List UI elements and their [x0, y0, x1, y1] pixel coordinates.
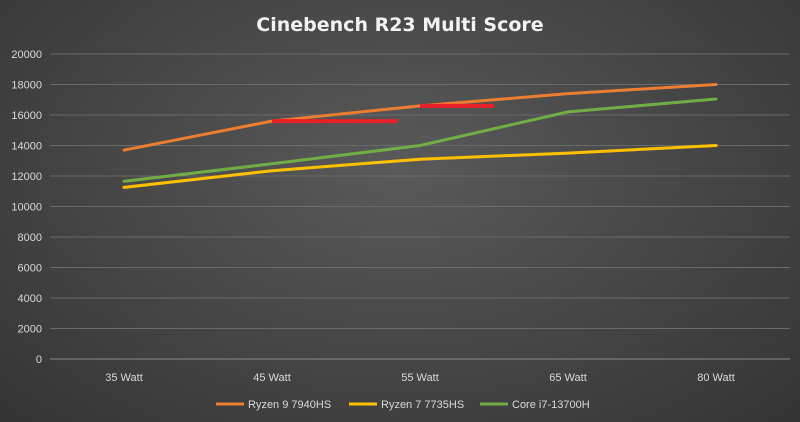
y-tick-label: 6000 [18, 263, 42, 275]
y-tick-label: 12000 [11, 171, 42, 183]
gridlines [50, 53, 790, 360]
series-line-0 [122, 83, 718, 152]
plot-area [122, 83, 718, 189]
x-tick-label: 35 Watt [105, 372, 143, 384]
chart-title: Cinebench R23 Multi Score [256, 14, 543, 36]
x-axis: 35 Watt 45 Watt 55 Watt 65 Watt 80 Watt [105, 372, 735, 384]
y-tick-label: 16000 [11, 110, 42, 122]
y-tick-label: 20000 [11, 49, 42, 61]
legend-label: Core i7-13700H [512, 399, 590, 411]
x-tick-label: 45 Watt [253, 372, 291, 384]
annotations [272, 103, 494, 124]
y-tick-label: 8000 [18, 232, 42, 244]
y-tick-label: 18000 [11, 80, 42, 92]
y-tick-label: 4000 [18, 293, 42, 305]
x-tick-label: 55 Watt [401, 372, 439, 384]
series-line-1 [122, 144, 718, 189]
legend-label: Ryzen 9 7940HS [248, 399, 331, 411]
y-tick-label: 2000 [18, 324, 42, 336]
y-axis: 0 2000 4000 6000 8000 10000 12000 14000 16000 180… [11, 49, 42, 366]
series-line-2 [122, 97, 718, 183]
y-tick-label: 0 [36, 354, 42, 366]
y-tick-label: 10000 [11, 202, 42, 214]
legend: Ryzen 9 7940HS Ryzen 7 7735HS Core i7-1370… [216, 399, 590, 411]
x-tick-label: 80 Watt [697, 372, 735, 384]
legend-label: Ryzen 7 7735HS [381, 399, 464, 411]
y-tick-label: 14000 [11, 141, 42, 153]
x-tick-label: 65 Watt [549, 372, 587, 384]
